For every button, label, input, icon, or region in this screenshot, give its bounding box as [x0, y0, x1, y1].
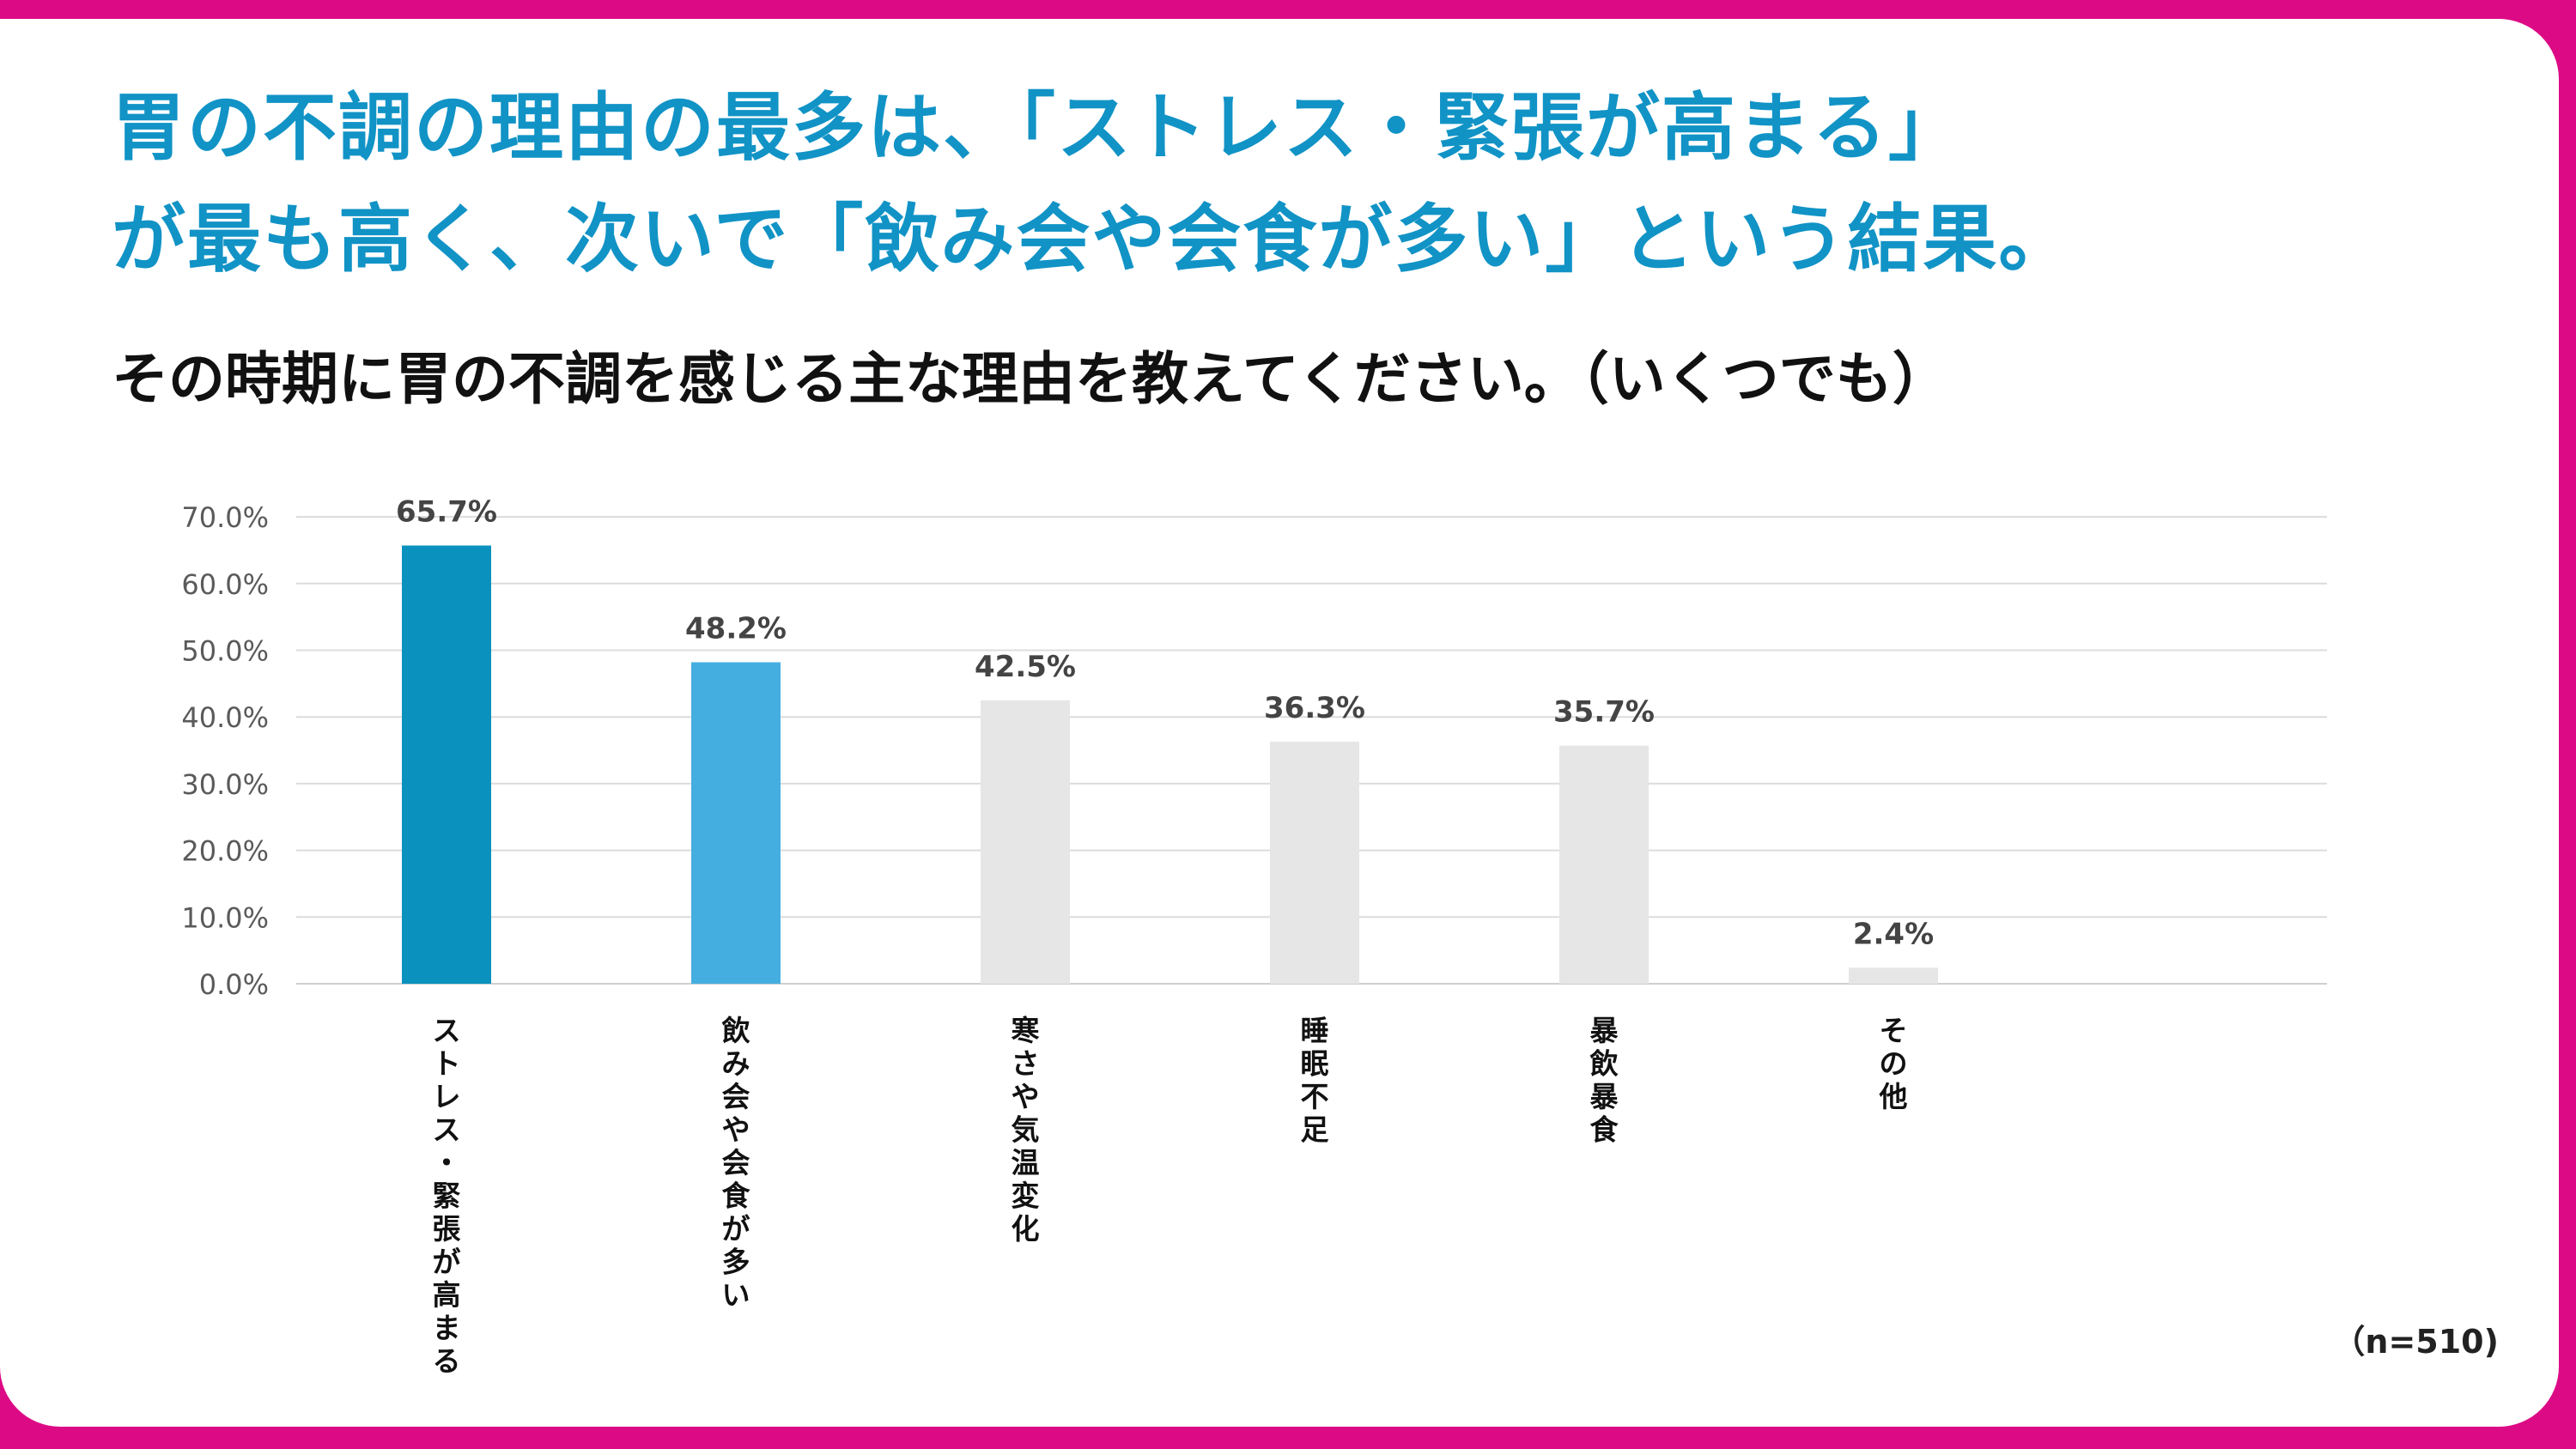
headline-line-2: が最も高く、次いで「飲み会や会食が多い」という結果。	[112, 197, 2075, 282]
y-tick-label: 10.0%	[181, 901, 269, 934]
y-axis-ticks: 0.0% 10.0% 20.0% 30.0% 40.0% 50.0% 60.0% 70.0%	[181, 501, 269, 1001]
headline-line-1: 胃の不調の理由の最多は、「ストレス・緊張が高まる」	[112, 85, 1964, 171]
bar-chart: 0.0%10.0%20.0%30.0%40.0%50.0%60.0%70.0% …	[181, 495, 2327, 1378]
category-label: 飲み会や会食が多い	[722, 1014, 751, 1312]
y-tick-label: 40.0%	[181, 701, 269, 734]
y-tick-label: 70.0%	[181, 501, 269, 534]
category-label: 寒さや気温変化	[1012, 1014, 1040, 1246]
category-labels: ストレス・緊張が高まる 飲み会や会食が多い 寒さや気温変化 睡眠不足 暴飲暴食 その他	[433, 1014, 1908, 1378]
bar-value-label: 35.7%	[1553, 695, 1655, 730]
survey-question: その時期に胃の不調を感じる主な理由を教えてください。（いくつでも）	[112, 346, 1949, 412]
y-tick-label: 30.0%	[181, 768, 269, 801]
y-tick-label: 60.0%	[181, 568, 269, 601]
bar-value-label: 2.4%	[1853, 917, 1934, 951]
y-tick-label: 0.0%	[199, 968, 269, 1001]
bar	[1849, 967, 1938, 984]
category-label: ストレス・緊張が高まる	[433, 1014, 461, 1378]
sample-size: （n=510)	[2332, 1323, 2499, 1361]
bars	[402, 545, 1938, 984]
bar-value-label: 48.2%	[685, 611, 787, 646]
content-card: 胃の不調の理由の最多は、「ストレス・緊張が高まる」 が最も高く、次いで「飲み会や…	[0, 19, 2559, 1427]
category-label: 暴飲暴食	[1590, 1014, 1619, 1147]
headline: 胃の不調の理由の最多は、「ストレス・緊張が高まる」 が最も高く、次いで「飲み会や…	[112, 72, 2074, 295]
bar-value-label: 36.3%	[1264, 691, 1365, 725]
bar	[981, 700, 1070, 984]
bar-value-label: 65.7%	[396, 495, 497, 530]
bar	[402, 545, 491, 984]
bar	[1270, 741, 1359, 984]
y-tick-label: 50.0%	[181, 635, 269, 668]
category-label: その他	[1879, 1014, 1908, 1113]
data-labels: 65.7% 48.2% 42.5% 36.3% 35.7% 2.4%	[396, 495, 1934, 952]
bar	[1559, 745, 1649, 984]
bar-value-label: 42.5%	[975, 650, 1076, 684]
category-label: 睡眠不足	[1301, 1014, 1329, 1147]
y-tick-label: 20.0%	[181, 835, 269, 868]
bar	[691, 662, 781, 984]
